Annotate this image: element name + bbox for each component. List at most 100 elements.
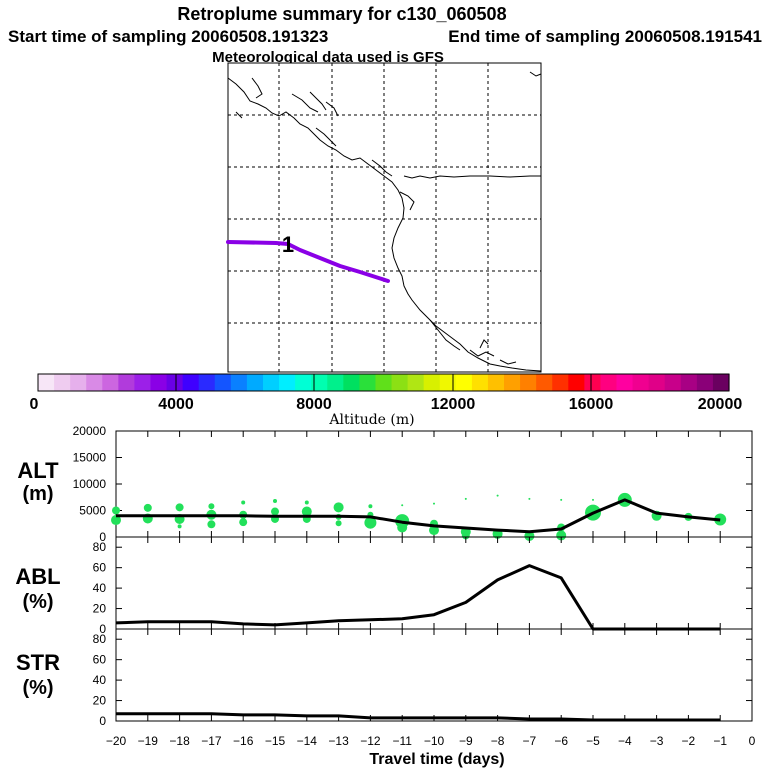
y-tick-label: 0 <box>99 530 106 544</box>
x-tick-label: −11 <box>392 734 412 748</box>
series-line <box>116 498 721 534</box>
plume-point <box>241 500 246 505</box>
panel-str: 0 20 40 60 80 STR(%) <box>16 628 753 728</box>
colorbar-swatch <box>407 374 425 391</box>
y-tick-label: 20000 <box>73 424 107 438</box>
trajectory-marker-label: 1 <box>282 232 294 257</box>
panel-label: ALT <box>17 458 59 483</box>
y-tick-label: 60 <box>93 561 107 575</box>
x-tick-label: −19 <box>138 734 159 748</box>
colorbar-swatch <box>182 374 200 391</box>
panel-label-unit: (m) <box>22 483 53 505</box>
panel-label-unit: (%) <box>22 591 53 613</box>
plume-point <box>528 497 531 500</box>
plume-point <box>368 504 373 509</box>
time-series-panels: 05000100001500020000ALT(m)020406080ABL(%… <box>15 424 755 748</box>
x-tick-label: −8 <box>491 734 505 748</box>
colorbar-swatch <box>487 374 505 391</box>
panel-label: STR <box>16 650 60 675</box>
colorbar-swatch <box>295 374 312 391</box>
end-time-label: End time of sampling 20060508.191541 <box>448 27 762 46</box>
colorbar-tick-12000: 12000 <box>431 396 476 413</box>
colorbar-tick-8000: 8000 <box>296 396 332 413</box>
colorbar-swatch <box>568 374 585 391</box>
plume-point <box>177 524 182 529</box>
plume-point <box>401 504 404 507</box>
colorbar-axis-label: Altitude (m) <box>328 412 414 428</box>
plume-point <box>271 507 279 516</box>
map-frame <box>227 62 542 373</box>
plume-point <box>239 518 248 527</box>
y-tick-label: 20 <box>93 694 107 708</box>
plume-point <box>333 502 344 513</box>
colorbar-swatch <box>375 374 393 391</box>
panel-frame <box>115 628 753 722</box>
colorbar-frame <box>37 373 730 392</box>
plume-point <box>429 525 439 536</box>
plume-point <box>112 506 120 515</box>
colorbar-swatch <box>166 374 184 391</box>
colorbar-swatch <box>86 374 103 391</box>
plume-point <box>273 498 277 503</box>
colorbar-swatch <box>102 374 119 391</box>
x-tick-label: −6 <box>554 734 568 748</box>
x-tick-label: −15 <box>265 734 286 748</box>
trajectory-map: 1 <box>226 62 542 373</box>
plume-point <box>560 498 563 501</box>
plume-point <box>592 498 594 501</box>
plume-point <box>304 500 309 505</box>
colorbar-swatch <box>439 374 457 391</box>
y-tick-label: 15000 <box>73 451 107 465</box>
panel-alt: 0 5000 10000 15000 20000 ALT(m) <box>17 424 753 544</box>
colorbar-swatch <box>214 374 232 391</box>
map-gridlines <box>228 63 541 372</box>
colorbar-swatch <box>262 374 280 391</box>
plume-point <box>524 530 535 541</box>
colorbar-tick-0: 0 <box>30 396 39 413</box>
x-tick-label: −4 <box>618 734 632 748</box>
colorbar-swatch <box>455 374 473 391</box>
colorbar-swatch <box>198 374 216 391</box>
colorbar-swatch <box>680 374 698 391</box>
colorbar-swatch <box>134 374 152 391</box>
plume-point <box>556 530 567 541</box>
colorbar-swatch <box>359 374 377 391</box>
plume-point <box>464 497 467 500</box>
met-data-label: Meteorological data used is GFS <box>212 49 444 66</box>
x-tick-label: −13 <box>328 734 349 748</box>
colorbar-swatch <box>38 374 55 391</box>
y-tick-label: 0 <box>99 622 106 636</box>
series-line <box>116 712 721 722</box>
x-tick-label: −5 <box>586 734 600 748</box>
colorbar-swatch <box>150 374 168 391</box>
panel-label-unit: (%) <box>22 677 53 699</box>
colorbar-tick-16000: 16000 <box>569 396 614 413</box>
colorbar-swatch <box>712 374 730 391</box>
x-tick-label: −7 <box>523 734 537 748</box>
plume-point <box>433 502 435 505</box>
y-tick-label: 60 <box>93 653 107 667</box>
plume-point <box>208 503 215 510</box>
colorbar-swatch <box>230 374 248 391</box>
plume-point <box>111 515 121 526</box>
panel-label: ABL <box>15 564 60 589</box>
colorbar: 0 4000 8000 12000 16000 20000 Altitude (… <box>30 373 742 428</box>
coastline <box>227 71 542 372</box>
colorbar-swatch <box>648 374 666 391</box>
x-tick-label: −14 <box>297 734 318 748</box>
colorbar-swatch <box>504 374 521 391</box>
colorbar-swatch <box>279 374 296 391</box>
x-tick-label: −18 <box>169 734 190 748</box>
plume-point <box>364 516 377 529</box>
y-tick-label: 5000 <box>79 504 106 518</box>
plume-point <box>143 503 152 512</box>
colorbar-swatch <box>664 374 682 391</box>
y-tick-label: 80 <box>93 632 107 646</box>
x-tick-label: −16 <box>233 734 254 748</box>
x-tick-label: 0 <box>749 734 756 748</box>
colorbar-swatch <box>632 374 650 391</box>
x-tick-label: −20 <box>106 734 127 748</box>
y-tick-label: 10000 <box>73 477 107 491</box>
x-tick-label: −17 <box>201 734 222 748</box>
colorbar-swatch <box>552 374 569 391</box>
